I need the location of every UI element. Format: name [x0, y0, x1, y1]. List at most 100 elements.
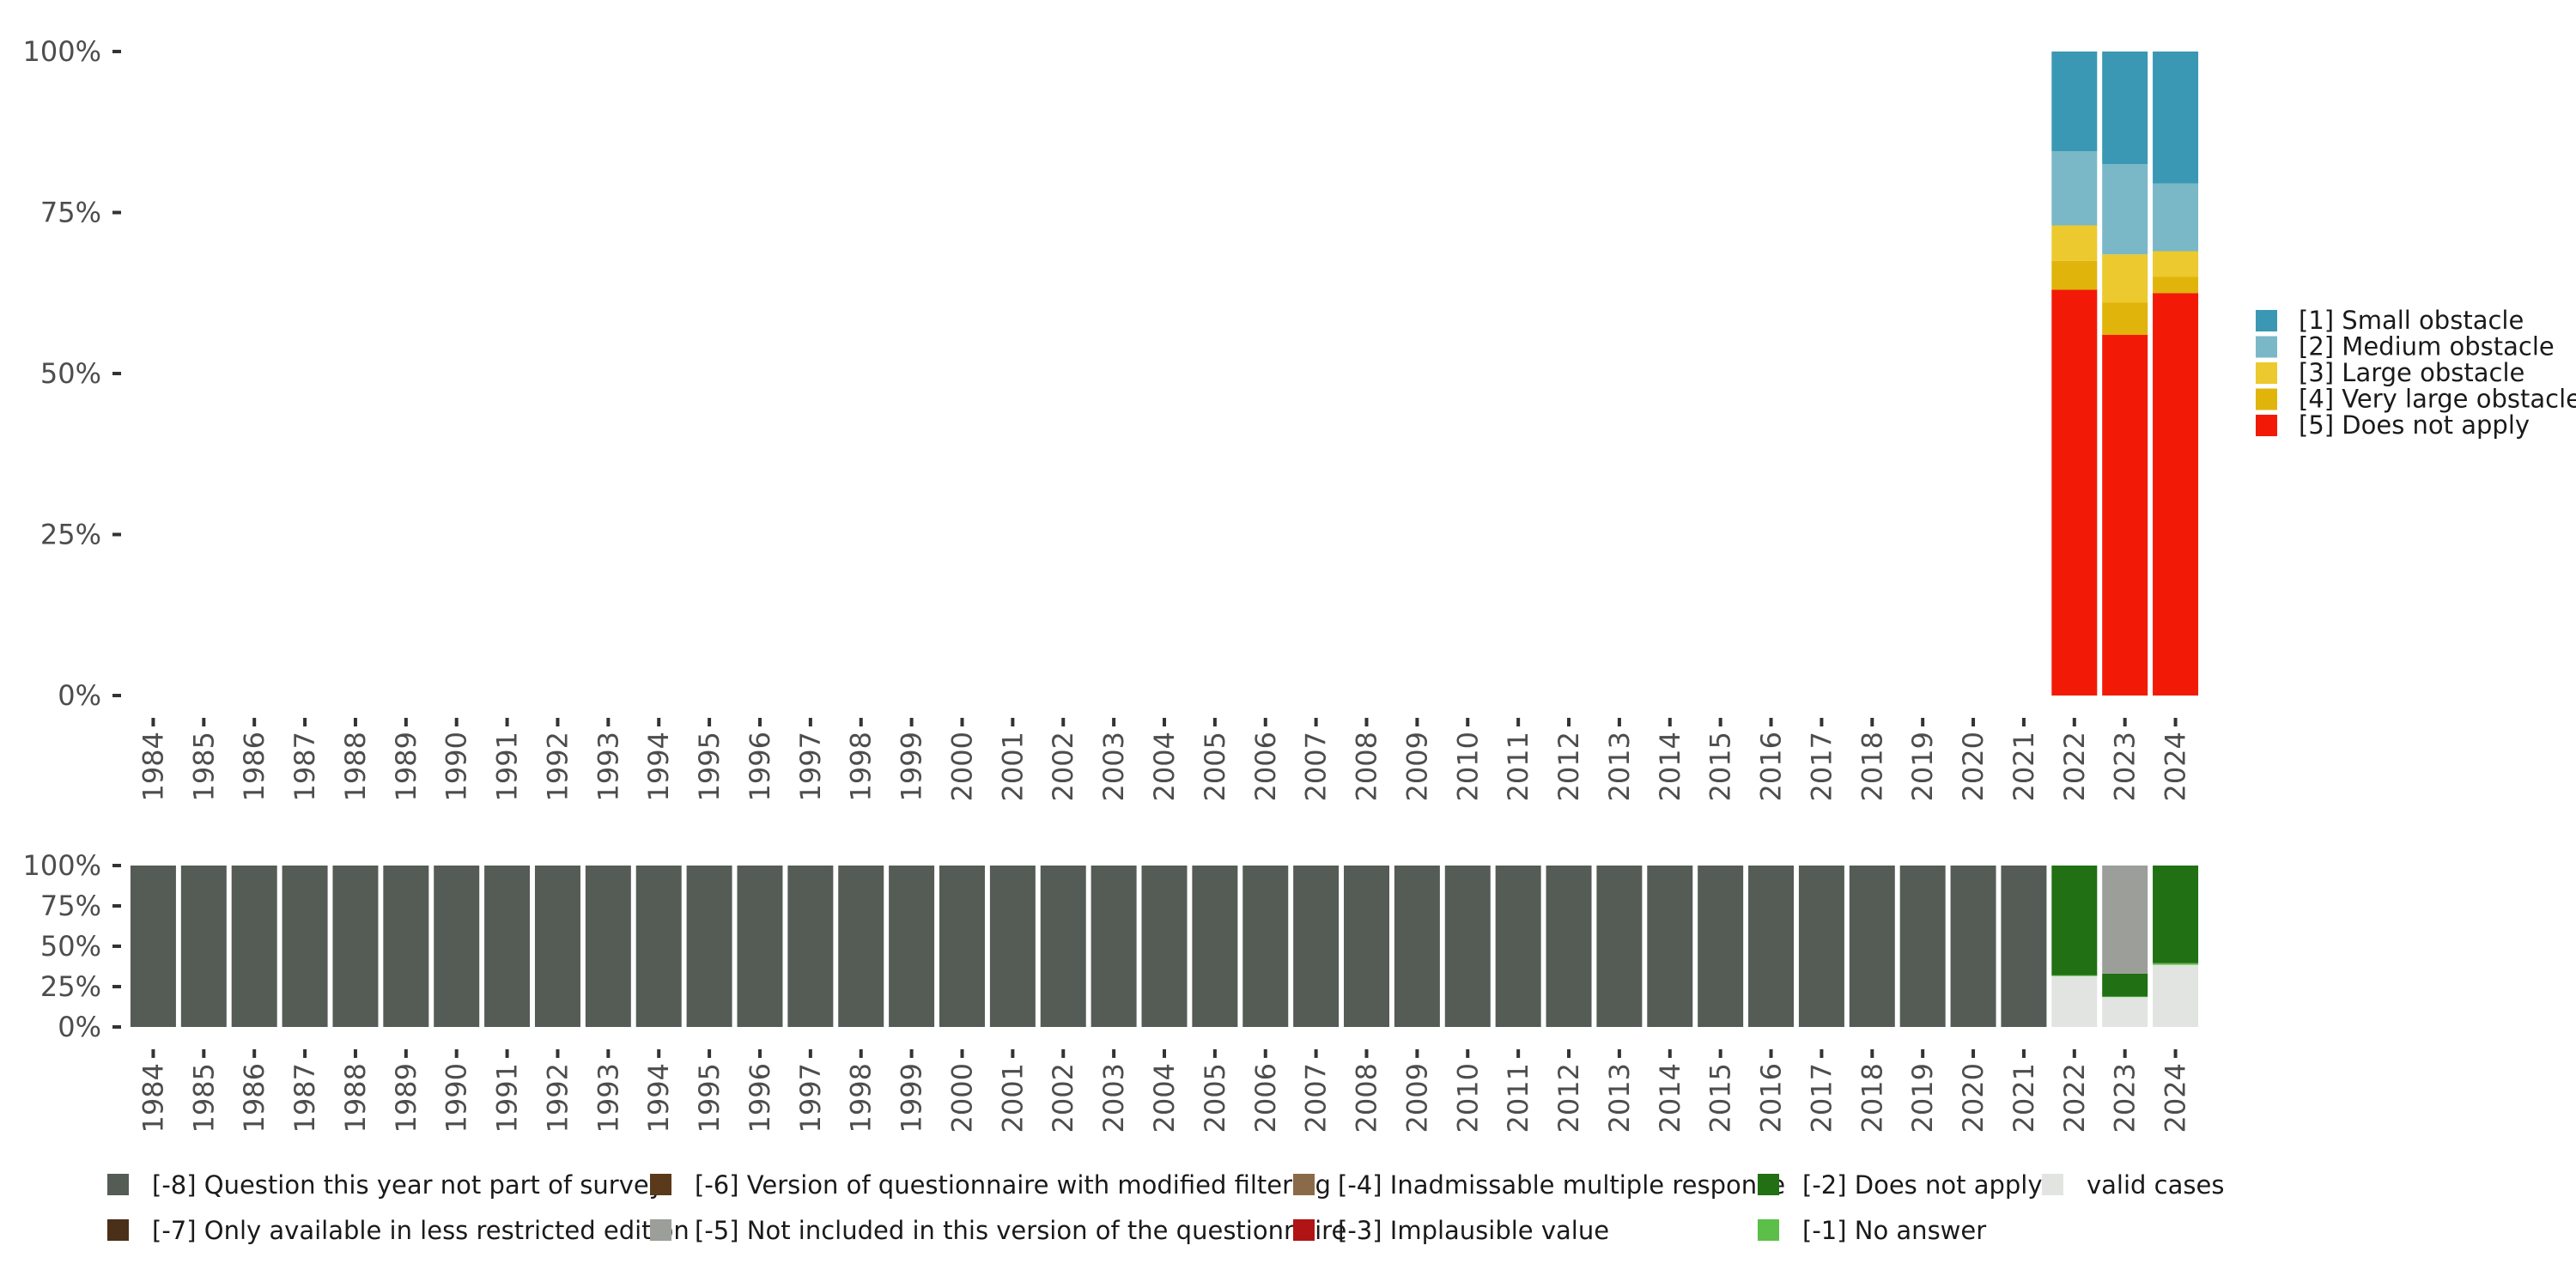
top-x-tick-label-2004: 2004 — [1148, 732, 1181, 801]
top-bar-2023-2-medium-obstacle — [2102, 164, 2148, 255]
top-x-tick-label-2009: 2009 — [1400, 732, 1433, 801]
top-x-tick-label-1987: 1987 — [289, 732, 321, 801]
top-x-tick-label-2000: 2000 — [945, 732, 978, 801]
bottom-bar-2006-8-question-this-year-not-part-of-survey — [1242, 866, 1289, 1027]
bottom-bar-2018-8-question-this-year-not-part-of-survey — [1849, 866, 1895, 1027]
legend-swatch-4-inadmissable-multiple-response — [1293, 1174, 1315, 1195]
top-x-tick-label-2010: 2010 — [1451, 732, 1484, 801]
bottom-bar-2022-valid-cases — [2051, 975, 2098, 1027]
bottom-bar-2022-2-does-not-apply — [2051, 866, 2098, 975]
bottom-x-tick-label-2001: 2001 — [996, 1063, 1029, 1133]
legend-label-8-question-this-year-not-part-of-survey: [-8] Question this year not part of surv… — [152, 1170, 664, 1200]
top-x-tick-label-2006: 2006 — [1249, 732, 1282, 801]
bottom-x-tick-label-2011: 2011 — [1502, 1063, 1534, 1133]
top-x-tick-label-2002: 2002 — [1047, 732, 1079, 801]
top-x-tick-label-2023: 2023 — [2109, 732, 2142, 801]
bottom-bar-1991-8-question-this-year-not-part-of-survey — [484, 866, 531, 1027]
top-bar-2024-3-large-obstacle — [2153, 251, 2199, 277]
bottom-bar-2004-8-question-this-year-not-part-of-survey — [1141, 866, 1188, 1027]
bottom-x-tick-label-2003: 2003 — [1097, 1063, 1130, 1133]
legend-swatch-5-not-included-in-this-version-of-the-questionnaire — [650, 1219, 671, 1241]
bottom-bar-2001-8-question-this-year-not-part-of-survey — [989, 866, 1036, 1027]
bottom-x-tick-label-1985: 1985 — [187, 1063, 220, 1133]
bottom-bar-2024-2-does-not-apply — [2153, 866, 2199, 963]
bottom-bar-2023-1-no-answer — [2102, 996, 2148, 998]
bottom-x-tick-label-2022: 2022 — [2058, 1063, 2091, 1133]
top-x-tick-label-2017: 2017 — [1805, 732, 1838, 801]
top-x-tick-label-2003: 2003 — [1097, 732, 1130, 801]
top-bar-2023-5-does-not-apply — [2102, 335, 2148, 696]
legend-label-3-implausible-value: [-3] Implausible value — [1338, 1216, 1609, 1245]
bottom-x-tick-label-2015: 2015 — [1704, 1063, 1737, 1133]
top-bar-2022-5-does-not-apply — [2051, 289, 2098, 696]
bottom-x-tick-label-2000: 2000 — [945, 1063, 978, 1133]
bottom-bar-1995-8-question-this-year-not-part-of-survey — [686, 866, 732, 1027]
bottom-bar-2003-8-question-this-year-not-part-of-survey — [1091, 866, 1137, 1027]
top-x-tick-label-1993: 1993 — [592, 732, 624, 801]
top-bar-2024-2-medium-obstacle — [2153, 183, 2199, 252]
bottom-x-tick-label-2024: 2024 — [2160, 1063, 2192, 1133]
top-x-tick-label-2007: 2007 — [1300, 732, 1333, 801]
top-x-tick-label-2011: 2011 — [1502, 732, 1534, 801]
bottom-bar-1990-8-question-this-year-not-part-of-survey — [434, 866, 480, 1027]
bottom-bar-2013-8-question-this-year-not-part-of-survey — [1596, 866, 1643, 1027]
top-x-tick-label-2024: 2024 — [2160, 732, 2192, 801]
top-y-tick-label: 25% — [40, 519, 101, 551]
bottom-y-tick-label: 100% — [23, 849, 101, 882]
top-x-tick-label-1985: 1985 — [187, 732, 220, 801]
top-x-tick-label-1984: 1984 — [137, 732, 169, 801]
top-x-tick-label-2013: 2013 — [1603, 732, 1636, 801]
legend-swatch-7-only-available-in-less-restricted-edition — [107, 1219, 129, 1241]
bottom-x-tick-label-2002: 2002 — [1047, 1063, 1079, 1133]
top-x-tick-label-1988: 1988 — [339, 732, 372, 801]
bottom-bar-1988-8-question-this-year-not-part-of-survey — [332, 866, 379, 1027]
bottom-bar-1993-8-question-this-year-not-part-of-survey — [585, 866, 631, 1027]
bottom-chart: 0% 25% 50% 75% 100% 1984 1985 1986 1987 1988 1989 1… — [23, 849, 2199, 1133]
top-x-tick-label-2005: 2005 — [1199, 732, 1231, 801]
top-bar-2024-1-small-obstacle — [2153, 52, 2199, 184]
top-x-tick-label-2016: 2016 — [1755, 732, 1788, 801]
bottom-x-tick-label-2005: 2005 — [1199, 1063, 1231, 1133]
bottom-x-tick-label-2009: 2009 — [1400, 1063, 1433, 1133]
bottom-y-tick-label: 50% — [40, 930, 101, 963]
bottom-x-tick-label-2017: 2017 — [1805, 1063, 1838, 1133]
bottom-bar-2017-8-question-this-year-not-part-of-survey — [1798, 866, 1844, 1027]
bottom-x-tick-label-1992: 1992 — [541, 1063, 574, 1133]
top-y-tick-label: 0% — [58, 679, 101, 712]
top-y-tick-label: 100% — [23, 35, 101, 68]
bottom-bar-2002-8-question-this-year-not-part-of-survey — [1040, 866, 1086, 1027]
bottom-bar-2016-8-question-this-year-not-part-of-survey — [1748, 866, 1795, 1027]
legend-label-1-no-answer: [-1] No answer — [1802, 1216, 1986, 1245]
bottom-x-tick-label-1989: 1989 — [390, 1063, 422, 1133]
bottom-x-tick-label-1994: 1994 — [642, 1063, 675, 1133]
legend-swatch-valid-cases — [2042, 1174, 2063, 1195]
top-bar-2023-3-large-obstacle — [2102, 254, 2148, 303]
legend-label-4-very-large-obstacle: [4] Very large obstacle — [2299, 385, 2576, 414]
bottom-bar-2014-8-question-this-year-not-part-of-survey — [1647, 866, 1693, 1027]
legend-label-3-large-obstacle: [3] Large obstacle — [2299, 358, 2524, 387]
top-y-tick-label: 75% — [40, 197, 101, 229]
bottom-bar-2024-valid-cases — [2153, 964, 2199, 1027]
legend-swatch-4-very-large-obstacle — [2256, 388, 2277, 410]
top-x-tick-label-1990: 1990 — [440, 732, 473, 801]
top-bar-2024-4-very-large-obstacle — [2153, 276, 2199, 294]
top-bar-2022-4-very-large-obstacle — [2051, 260, 2098, 290]
bottom-x-tick-label-1997: 1997 — [794, 1063, 827, 1133]
bottom-x-tick-label-1993: 1993 — [592, 1063, 624, 1133]
bottom-bar-2023-valid-cases — [2102, 997, 2148, 1027]
bottom-bar-2024-1-no-answer — [2153, 963, 2199, 965]
bottom-bar-1989-8-question-this-year-not-part-of-survey — [383, 866, 429, 1027]
bottom-x-tick-label-2013: 2013 — [1603, 1063, 1636, 1133]
top-x-tick-label-2001: 2001 — [996, 732, 1029, 801]
bottom-x-tick-label-2021: 2021 — [2008, 1063, 2040, 1133]
top-x-tick-label-2015: 2015 — [1704, 732, 1737, 801]
bottom-x-tick-label-2018: 2018 — [1856, 1063, 1888, 1133]
top-x-tick-label-1998: 1998 — [845, 732, 878, 801]
bottom-x-tick-label-1984: 1984 — [137, 1063, 169, 1133]
bottom-x-tick-label-2012: 2012 — [1552, 1063, 1585, 1133]
bottom-bar-1992-8-question-this-year-not-part-of-survey — [534, 866, 580, 1027]
legend-swatch-2-medium-obstacle — [2256, 336, 2277, 358]
top-x-tick-label-1991: 1991 — [491, 732, 524, 801]
top-x-tick-label-1986: 1986 — [238, 732, 270, 801]
bottom-bar-2011-8-question-this-year-not-part-of-survey — [1495, 866, 1541, 1027]
